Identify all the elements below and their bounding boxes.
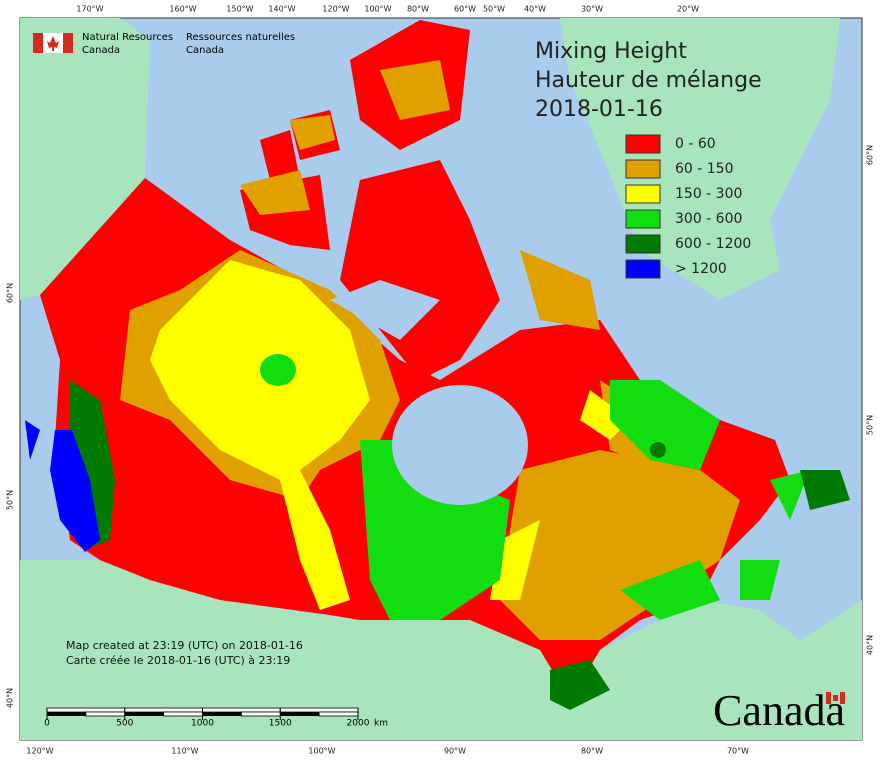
graticule-label: 80°W	[581, 747, 603, 756]
flag-right	[63, 33, 73, 53]
legend-swatch	[625, 259, 661, 279]
legend-swatch	[625, 159, 661, 179]
graticule-label: 30°W	[581, 5, 603, 14]
footer: Map created at 23:19 (UTC) on 2018-01-16	[66, 639, 303, 652]
legend-label: > 1200	[675, 261, 727, 277]
usa	[20, 560, 862, 740]
graticule-label: 90°W	[444, 747, 466, 756]
graticule-label: 160°W	[169, 5, 196, 14]
graticule-label: 80°W	[407, 5, 429, 14]
scale-unit: km	[374, 719, 388, 729]
graticule-label: 150°W	[226, 5, 253, 14]
scale-segment	[124, 712, 164, 716]
graticule-label: 60°W	[454, 5, 476, 14]
green-zone	[260, 354, 810, 620]
legend-label: 600 - 1200	[675, 236, 751, 252]
scale-label: 2000	[347, 719, 370, 729]
graticule-label: 60°N	[866, 145, 875, 165]
legend-swatch	[625, 209, 661, 229]
scale-segment	[202, 707, 281, 713]
legend-label: 300 - 600	[675, 211, 742, 227]
blue-zone	[25, 420, 100, 552]
scale-label: 0	[44, 719, 50, 729]
scale-segment	[280, 712, 320, 716]
legend-label: 0 - 60	[675, 136, 716, 152]
org-en: Canada	[82, 45, 120, 56]
greenland	[560, 18, 840, 300]
graticule-label: 60°N	[6, 283, 15, 303]
graticule-label: 140°W	[268, 5, 295, 14]
graticule-label: 40°N	[866, 635, 875, 655]
org-en: Natural Resources	[82, 32, 173, 43]
arctic-orange	[240, 60, 600, 330]
scale-segment	[318, 711, 359, 717]
foreign-land	[20, 18, 862, 740]
legend-swatch	[625, 184, 661, 204]
graticule-label: 120°W	[26, 747, 53, 756]
title: 2018-01-16	[535, 97, 663, 122]
legend-label: 150 - 300	[675, 186, 742, 202]
graticule-label: 40°W	[524, 5, 546, 14]
org-fr: Canada	[186, 45, 224, 56]
graticule-label: 50°W	[483, 5, 505, 14]
canada-mixing-height	[25, 20, 850, 710]
scale-segment	[47, 712, 86, 716]
scale-segment	[202, 712, 242, 716]
yellow-zone	[150, 260, 630, 610]
flag-right	[840, 692, 845, 704]
flag-left	[826, 692, 831, 704]
graticule-label: 100°W	[364, 5, 391, 14]
alaska	[20, 18, 150, 300]
graticule-label: 40°N	[6, 688, 15, 708]
scale-segment	[279, 707, 359, 713]
logo	[33, 33, 73, 53]
graticule-label: 120°W	[322, 5, 349, 14]
title: Mixing Height	[535, 39, 687, 64]
graticule-label: 50°N	[866, 415, 875, 435]
org-fr: Ressources naturelles	[186, 32, 295, 43]
title: Hauteur de mélange	[535, 68, 762, 93]
graticule-label: 100°W	[308, 747, 335, 756]
graticule-label: 50°N	[6, 490, 15, 510]
scale-segment	[46, 707, 126, 713]
footer: Carte créée le 2018-01-16 (UTC) à 23:19	[66, 654, 290, 667]
legend-swatch	[625, 134, 661, 154]
graticule-label: 110°W	[171, 747, 198, 756]
hudson-bay	[392, 385, 528, 505]
scale-segment	[85, 711, 126, 717]
scale-label: 500	[116, 719, 133, 729]
scale-label: 1500	[269, 719, 292, 729]
graticule-label: 70°W	[727, 747, 749, 756]
scale-segment	[163, 711, 203, 717]
wordmark-flag	[826, 692, 845, 704]
channel	[330, 280, 440, 340]
scale-segment	[124, 707, 203, 713]
scale-segment	[240, 711, 281, 717]
maple-leaf	[47, 36, 59, 51]
graticule-label: 20°W	[677, 5, 699, 14]
legend-swatch	[625, 234, 661, 254]
wordmark: Canada	[713, 686, 845, 735]
flag-left	[33, 33, 43, 53]
graticule-label: 170°W	[76, 5, 103, 14]
scale-label: 1000	[191, 719, 214, 729]
legend-label: 60 - 150	[675, 161, 734, 177]
maple-leaf	[833, 695, 838, 701]
